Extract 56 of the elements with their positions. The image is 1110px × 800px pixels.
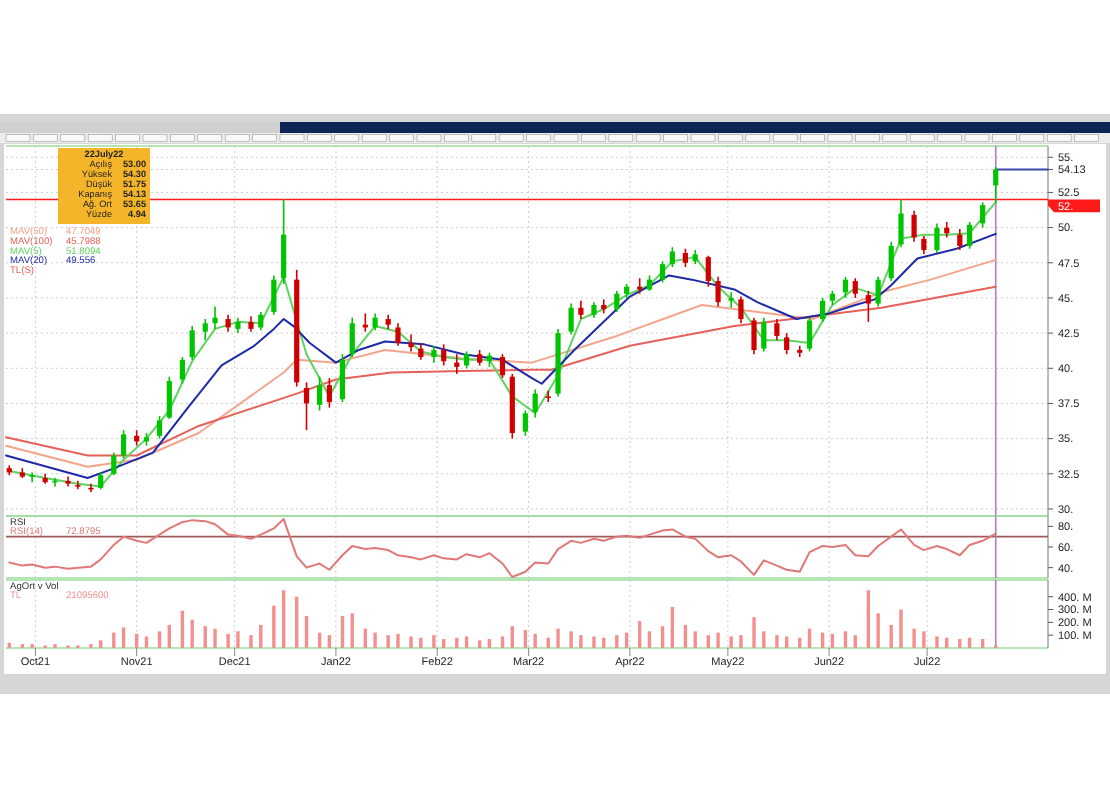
candlestick bbox=[212, 305, 218, 330]
candlestick bbox=[852, 277, 858, 299]
candlestick bbox=[499, 353, 506, 379]
candlestick bbox=[993, 166, 999, 204]
candlestick bbox=[303, 381, 310, 431]
candlestick bbox=[271, 274, 277, 316]
candlestick bbox=[349, 316, 355, 358]
candlestick bbox=[774, 318, 780, 341]
candlestick bbox=[441, 343, 447, 367]
candlestick bbox=[179, 356, 185, 385]
candlestick bbox=[258, 311, 264, 332]
candlestick bbox=[875, 276, 881, 308]
candlestick bbox=[682, 247, 689, 268]
candlestick bbox=[888, 240, 894, 282]
candlestick bbox=[395, 322, 401, 347]
candlestick bbox=[156, 415, 163, 440]
candlestick bbox=[120, 429, 127, 460]
candlestick bbox=[202, 318, 208, 341]
candlestick bbox=[738, 295, 744, 325]
candlestick bbox=[166, 375, 172, 420]
candlestick bbox=[715, 276, 721, 308]
candlestick bbox=[751, 316, 757, 356]
candlestick bbox=[568, 302, 574, 336]
candlestick bbox=[705, 254, 711, 288]
line-series bbox=[8, 518, 997, 578]
candlestick bbox=[669, 246, 675, 268]
candlestick bbox=[614, 290, 620, 313]
candlestick bbox=[820, 297, 826, 323]
candlestick bbox=[865, 290, 871, 323]
candlestick bbox=[967, 221, 973, 250]
candlestick bbox=[326, 377, 332, 409]
candlestick bbox=[339, 353, 346, 403]
candlestick bbox=[111, 451, 117, 476]
candlestick bbox=[532, 388, 538, 419]
candlestick bbox=[522, 409, 528, 437]
candlestick bbox=[454, 353, 460, 375]
candlestick bbox=[29, 471, 35, 484]
candlestick bbox=[189, 325, 195, 361]
candlestick bbox=[659, 260, 666, 284]
line-series bbox=[5, 258, 997, 468]
candlestick bbox=[934, 222, 940, 254]
candlestick bbox=[842, 276, 849, 299]
candlestick bbox=[761, 316, 767, 353]
candlestick bbox=[578, 299, 584, 320]
candlestick bbox=[911, 209, 917, 243]
candlestick bbox=[921, 235, 927, 256]
candlestick bbox=[316, 375, 323, 412]
candlestick bbox=[957, 228, 963, 251]
candlestick bbox=[784, 332, 790, 356]
candlestick bbox=[728, 291, 734, 309]
candlestick bbox=[281, 198, 287, 285]
candlestick bbox=[980, 201, 986, 229]
candlestick bbox=[806, 316, 813, 353]
candlestick bbox=[545, 389, 551, 403]
line-series bbox=[5, 285, 997, 457]
candlestick bbox=[898, 198, 904, 249]
